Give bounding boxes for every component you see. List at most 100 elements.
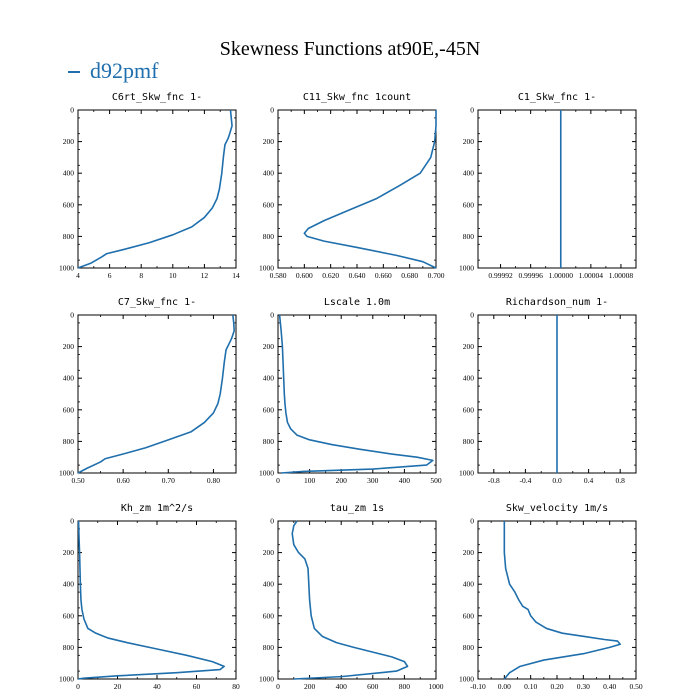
y-tick-label: 400 bbox=[63, 374, 75, 383]
y-tick-label: 0 bbox=[70, 311, 74, 320]
y-tick-label: 600 bbox=[63, 405, 75, 414]
x-tick-label: 0.30 bbox=[577, 682, 590, 691]
y-tick-label: 400 bbox=[263, 580, 275, 589]
y-tick-label: 600 bbox=[463, 200, 475, 209]
x-tick-label: 0.50 bbox=[71, 476, 84, 485]
y-tick-label: 600 bbox=[263, 200, 275, 209]
x-tick-label: 0.600 bbox=[296, 271, 313, 280]
x-tick-label: 0.4 bbox=[584, 476, 594, 485]
x-tick-label: 300 bbox=[367, 476, 379, 485]
x-tick-label: 0.0 bbox=[552, 476, 562, 485]
series-line-d92pmf bbox=[291, 520, 409, 680]
series-line-d92pmf bbox=[77, 109, 233, 269]
y-tick-label: 200 bbox=[463, 137, 475, 146]
y-tick-label: 800 bbox=[263, 643, 275, 652]
y-tick-label: 1000 bbox=[59, 469, 74, 478]
x-tick-label: 12 bbox=[201, 271, 209, 280]
x-tick-label: 200 bbox=[304, 682, 316, 691]
x-tick-label: 20 bbox=[114, 682, 122, 691]
x-tick-label: 60 bbox=[193, 682, 201, 691]
y-tick-label: 800 bbox=[463, 643, 475, 652]
x-tick-label: 0.8 bbox=[616, 476, 626, 485]
plot-frame bbox=[477, 109, 637, 269]
y-tick-label: 800 bbox=[463, 437, 475, 446]
plot-frame bbox=[77, 109, 237, 269]
y-tick-label: 200 bbox=[63, 342, 75, 351]
panel-2: C11_Skw_fnc 1count 0 200 400 600 800 10000.580… bbox=[259, 92, 445, 280]
x-tick-label: 14 bbox=[232, 271, 240, 280]
x-tick-label: 0.99992 bbox=[488, 271, 513, 280]
y-tick-label: 400 bbox=[263, 169, 275, 178]
plot-frame bbox=[77, 314, 237, 474]
y-tick-label: 400 bbox=[63, 169, 75, 178]
y-tick-label: 600 bbox=[63, 200, 75, 209]
panel-title: tau_zm 1s bbox=[330, 503, 384, 514]
x-tick-label: 0.700 bbox=[428, 271, 445, 280]
x-tick-label: 1.00004 bbox=[579, 271, 604, 280]
x-tick-label: 40 bbox=[153, 682, 161, 691]
y-tick-label: 1000 bbox=[59, 264, 74, 273]
y-tick-label: 200 bbox=[263, 548, 275, 557]
plot-frame bbox=[277, 520, 437, 680]
y-tick-label: 1000 bbox=[259, 675, 274, 684]
y-tick-label: 400 bbox=[63, 580, 75, 589]
y-tick-label: 1000 bbox=[459, 264, 474, 273]
panel-title: Richardson_num 1- bbox=[506, 297, 608, 308]
y-tick-label: 600 bbox=[63, 611, 75, 620]
panel-9: Skw_velocity 1m/s 0 200 400 600 800 1000-0.10 0… bbox=[459, 503, 643, 691]
x-tick-label: 0.680 bbox=[401, 271, 418, 280]
y-tick-label: 0 bbox=[270, 311, 274, 320]
y-tick-label: 0 bbox=[470, 311, 474, 320]
x-tick-label: 400 bbox=[336, 682, 348, 691]
x-tick-label: 80 bbox=[232, 682, 240, 691]
y-tick-label: 0 bbox=[70, 517, 74, 526]
panel-title: Skw_velocity 1m/s bbox=[506, 503, 608, 514]
y-tick-label: 1000 bbox=[459, 469, 474, 478]
series-line-d92pmf bbox=[77, 314, 235, 474]
x-tick-label: 0 bbox=[76, 682, 80, 691]
y-tick-label: 1000 bbox=[259, 264, 274, 273]
x-tick-label: 0.99996 bbox=[518, 271, 543, 280]
x-tick-label: 0.40 bbox=[603, 682, 616, 691]
y-tick-label: 400 bbox=[463, 374, 475, 383]
x-tick-label: 200 bbox=[336, 476, 348, 485]
series-line-d92pmf bbox=[303, 110, 437, 269]
y-tick-label: 1000 bbox=[259, 469, 274, 478]
x-tick-label: 0.620 bbox=[322, 271, 339, 280]
y-tick-label: 800 bbox=[63, 437, 75, 446]
y-tick-label: 0 bbox=[70, 106, 74, 115]
x-tick-label: 0.50 bbox=[629, 682, 642, 691]
y-tick-label: 600 bbox=[463, 405, 475, 414]
x-tick-label: -0.4 bbox=[519, 476, 531, 485]
y-tick-label: 800 bbox=[263, 232, 275, 241]
panel-6: Richardson_num 1- 0 200 400 600 800 1000 -0.8 -0… bbox=[459, 297, 637, 485]
x-tick-label: 0.70 bbox=[162, 476, 175, 485]
x-tick-label: -0.10 bbox=[470, 682, 486, 691]
series-line-d92pmf bbox=[278, 314, 434, 474]
y-tick-label: 600 bbox=[463, 611, 475, 620]
y-tick-label: 0 bbox=[270, 517, 274, 526]
panel-title: C1_Skw_fnc 1- bbox=[518, 92, 596, 103]
x-tick-label: 400 bbox=[399, 476, 411, 485]
y-tick-label: 400 bbox=[463, 580, 475, 589]
x-tick-label: 1000 bbox=[429, 682, 444, 691]
x-tick-label: 1.00008 bbox=[609, 271, 634, 280]
panel-title: Lscale 1.0m bbox=[324, 297, 390, 308]
x-tick-label: 800 bbox=[399, 682, 411, 691]
y-tick-label: 200 bbox=[263, 137, 275, 146]
panel-title: Kh_zm 1m^2/s bbox=[121, 503, 193, 514]
x-tick-label: 4 bbox=[76, 271, 80, 280]
x-tick-label: 0 bbox=[276, 682, 280, 691]
panel-title: C7_Skw_fnc 1- bbox=[118, 297, 196, 308]
y-tick-label: 800 bbox=[63, 232, 75, 241]
x-tick-label: 0.80 bbox=[207, 476, 220, 485]
figure-title: Skewness Functions at90E,-45N bbox=[220, 38, 481, 60]
x-tick-label: 0.580 bbox=[270, 271, 287, 280]
x-tick-label: 0.660 bbox=[375, 271, 392, 280]
x-tick-label: 0.10 bbox=[524, 682, 537, 691]
